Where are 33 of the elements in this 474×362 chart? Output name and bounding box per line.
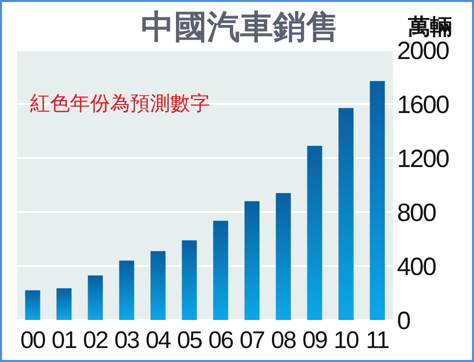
y-tick-label: 1200 — [397, 145, 449, 173]
bar — [338, 108, 354, 320]
x-tick-label: 04 — [146, 327, 171, 354]
bar — [276, 193, 291, 320]
x-tick-label: 00 — [20, 327, 46, 354]
x-tick-label: 01 — [52, 327, 77, 354]
x-tick-label: 11 — [366, 327, 390, 354]
y-tick-label: 2000 — [397, 37, 449, 65]
bar — [25, 290, 40, 320]
y-tick-label: 1600 — [397, 91, 449, 119]
x-tick-label: 02 — [82, 327, 108, 354]
y-tick-label: 0 — [397, 307, 410, 335]
bar — [182, 240, 197, 320]
x-tick-label: 06 — [208, 327, 234, 354]
x-tick-label: 05 — [176, 327, 202, 354]
bar — [119, 260, 134, 320]
x-tick-label: 08 — [270, 327, 296, 354]
y-axis-title: 萬輛 — [407, 14, 452, 39]
x-tick-label: 03 — [114, 327, 140, 354]
annotation: 紅色年份為預測數字 — [30, 92, 210, 115]
x-tick-label: 10 — [334, 327, 359, 354]
x-tick-label: 07 — [240, 327, 265, 354]
x-tick-label: 09 — [302, 327, 328, 354]
bar — [370, 81, 385, 320]
chart-title: 中國汽車銷售 — [141, 8, 339, 45]
bar — [56, 288, 72, 320]
y-tick-label: 800 — [397, 199, 436, 227]
bar — [88, 275, 103, 320]
bar — [150, 251, 166, 320]
bar — [244, 201, 260, 320]
y-tick-label: 400 — [397, 253, 436, 281]
bar — [213, 220, 228, 320]
bar — [307, 146, 322, 320]
